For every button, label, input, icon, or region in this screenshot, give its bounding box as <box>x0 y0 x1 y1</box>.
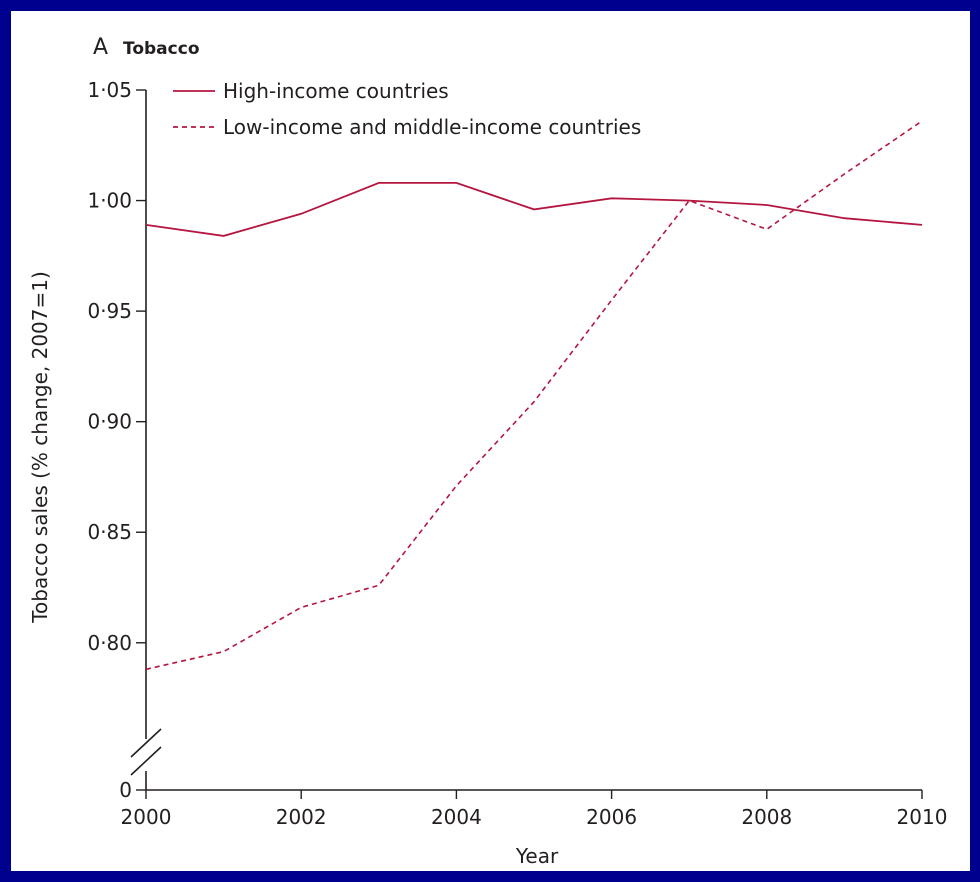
x-tick-label: 2010 <box>897 805 948 829</box>
axes: 0 0·80 0·85 0·90 0·95 1·00 1·05 2000 2002 2004 200… <box>87 78 947 829</box>
chart-title: Tobacco <box>123 39 200 59</box>
x-tick-label: 2008 <box>741 805 792 829</box>
y-tick-label: 0·95 <box>87 299 132 323</box>
y-tick-label: 1·05 <box>87 78 132 102</box>
y-axis-label: Tobacco sales (% change, 2007=1) <box>28 271 52 624</box>
series-layer <box>145 120 923 671</box>
axis-break-mark <box>130 728 162 758</box>
legend: High-income countries Low-income and midd… <box>173 79 641 139</box>
x-tick-label: 2004 <box>431 805 482 829</box>
y-tick-label: 0·90 <box>87 410 132 434</box>
x-axis-label: Year <box>515 844 559 868</box>
y-tick-label: 0·80 <box>87 631 132 655</box>
panel-letter: A <box>93 35 108 60</box>
series-line-low-middle-income <box>145 120 923 671</box>
tobacco-line-chart: A Tobacco 0 0·80 0·85 0·90 0·95 1·00 1·05 2000 2… <box>28 35 947 868</box>
chart-panel: A Tobacco 0 0·80 0·85 0·90 0·95 1·00 1·05 2000 2… <box>11 11 970 871</box>
x-tick-label: 2000 <box>121 805 172 829</box>
x-tick-label: 2006 <box>586 805 637 829</box>
legend-label: Low-income and middle-income countries <box>223 115 641 139</box>
legend-label: High-income countries <box>223 79 449 103</box>
y-tick-label: 0·85 <box>87 520 132 544</box>
axis-break-mark <box>130 746 162 776</box>
x-tick-label: 2002 <box>276 805 327 829</box>
y-tick-label: 0 <box>119 778 132 802</box>
y-tick-label: 1·00 <box>87 189 132 213</box>
series-line-high-income <box>145 181 923 237</box>
